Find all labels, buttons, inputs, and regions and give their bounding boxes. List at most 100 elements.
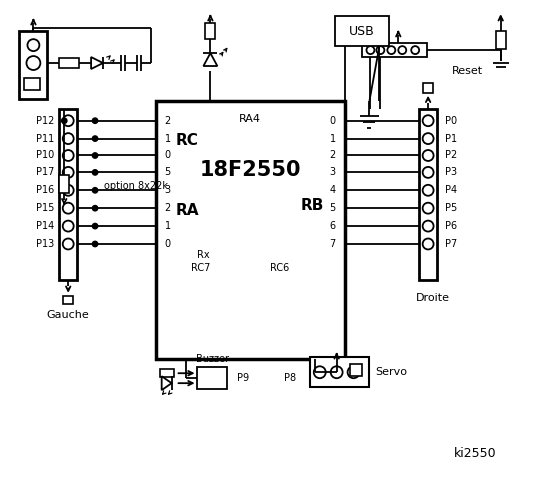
Circle shape [62, 221, 74, 231]
Text: P11: P11 [36, 133, 54, 144]
Circle shape [422, 115, 434, 126]
Text: 2: 2 [164, 203, 171, 213]
Circle shape [62, 167, 74, 178]
Circle shape [348, 366, 359, 378]
Text: ki2550: ki2550 [454, 447, 497, 460]
Circle shape [62, 150, 74, 161]
Text: P10: P10 [36, 151, 54, 160]
Text: P14: P14 [36, 221, 54, 231]
Text: 0: 0 [165, 239, 171, 249]
Text: P15: P15 [36, 203, 54, 213]
Bar [363, 43, 427, 57]
Bar [59, 175, 69, 193]
Bar [349, 364, 362, 376]
Circle shape [331, 366, 343, 378]
Circle shape [27, 56, 40, 70]
Circle shape [422, 150, 434, 161]
Text: 1: 1 [165, 221, 171, 231]
Bar [156, 101, 345, 360]
Bar [335, 16, 389, 46]
Circle shape [62, 115, 74, 126]
Text: P16: P16 [36, 185, 54, 195]
Circle shape [422, 239, 434, 250]
Bar [419, 109, 437, 280]
Circle shape [62, 118, 67, 123]
Bar [310, 357, 369, 387]
Circle shape [411, 46, 419, 54]
Text: option 8x22k: option 8x22k [104, 181, 168, 192]
Bar [24, 78, 40, 90]
Bar [160, 369, 174, 377]
Bar [19, 31, 48, 99]
Bar [495, 31, 505, 49]
Bar [205, 23, 215, 39]
Circle shape [92, 224, 97, 228]
Text: RB: RB [301, 198, 325, 213]
Text: USB: USB [349, 24, 375, 38]
Text: P12: P12 [36, 116, 54, 126]
Circle shape [62, 239, 74, 250]
Text: P9: P9 [237, 373, 249, 383]
Text: P3: P3 [445, 168, 457, 178]
Text: P0: P0 [445, 116, 457, 126]
Text: 1: 1 [330, 133, 336, 144]
Circle shape [92, 136, 97, 141]
Circle shape [92, 188, 97, 193]
Bar [59, 109, 77, 280]
Text: Servo: Servo [375, 367, 408, 377]
Text: RC: RC [176, 133, 199, 148]
Circle shape [422, 221, 434, 231]
Text: P13: P13 [36, 239, 54, 249]
Bar [197, 367, 227, 389]
Text: 1: 1 [165, 133, 171, 144]
Bar [423, 83, 433, 93]
Text: 18F2550: 18F2550 [200, 160, 301, 180]
Text: RC7: RC7 [190, 263, 210, 273]
Circle shape [422, 185, 434, 196]
Circle shape [92, 118, 97, 123]
Text: 5: 5 [330, 203, 336, 213]
Text: 6: 6 [330, 221, 336, 231]
Circle shape [92, 206, 97, 211]
Text: P8: P8 [284, 373, 296, 383]
Bar [63, 296, 73, 304]
Circle shape [422, 203, 434, 214]
Text: RC6: RC6 [270, 263, 289, 273]
Circle shape [367, 46, 374, 54]
Text: P17: P17 [36, 168, 54, 178]
Text: Gauche: Gauche [47, 310, 90, 320]
Circle shape [422, 167, 434, 178]
Text: P7: P7 [445, 239, 457, 249]
Text: P6: P6 [445, 221, 457, 231]
Circle shape [62, 185, 74, 196]
Text: 5: 5 [164, 168, 171, 178]
Circle shape [92, 153, 97, 158]
Circle shape [314, 366, 326, 378]
Circle shape [377, 46, 384, 54]
Text: P5: P5 [445, 203, 457, 213]
Text: Buzzer: Buzzer [196, 354, 229, 364]
Circle shape [62, 203, 74, 214]
Circle shape [387, 46, 395, 54]
Text: Droite: Droite [416, 293, 450, 303]
Text: 4: 4 [330, 185, 336, 195]
Text: 2: 2 [164, 116, 171, 126]
Text: 3: 3 [165, 185, 171, 195]
Text: RA: RA [176, 203, 199, 217]
Bar [59, 58, 79, 68]
Text: 3: 3 [330, 168, 336, 178]
Circle shape [92, 241, 97, 246]
Text: Rx: Rx [197, 250, 210, 260]
Circle shape [62, 133, 74, 144]
Text: 0: 0 [165, 151, 171, 160]
Text: 0: 0 [330, 116, 336, 126]
Circle shape [422, 133, 434, 144]
Circle shape [398, 46, 406, 54]
Text: P1: P1 [445, 133, 457, 144]
Circle shape [28, 39, 39, 51]
Circle shape [92, 170, 97, 175]
Text: 7: 7 [330, 239, 336, 249]
Text: RA4: RA4 [239, 114, 261, 124]
Text: P2: P2 [445, 151, 457, 160]
Text: Reset: Reset [452, 66, 483, 76]
